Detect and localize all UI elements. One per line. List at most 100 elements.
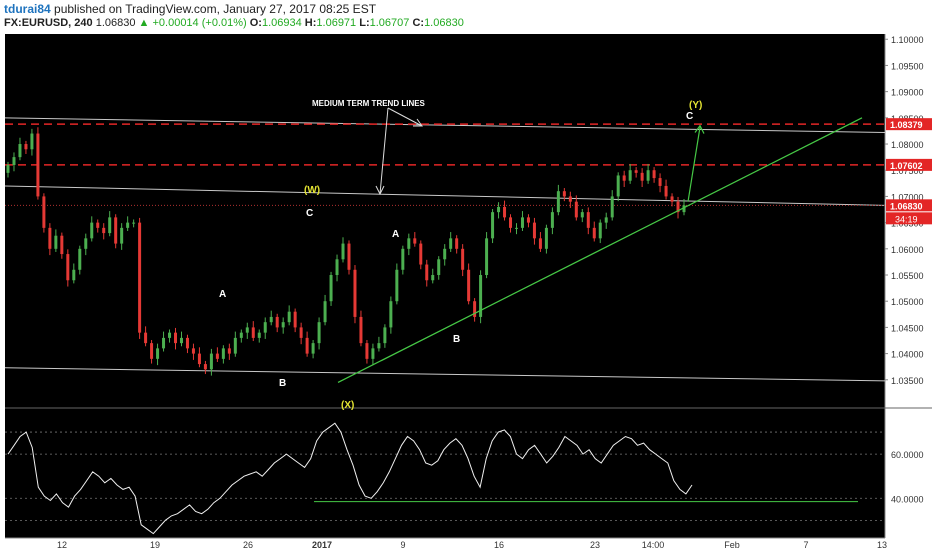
publish-line: tdurai84 published on TradingView.com, J… (4, 2, 376, 16)
candle-body (114, 217, 118, 244)
y-tick-label: 1.10000 (891, 35, 924, 45)
y-tick-label: 1.07500 (891, 166, 924, 176)
y-tick-label: 1.08000 (891, 140, 924, 150)
price-badge-label: 1.06830 (890, 201, 923, 211)
candle-body (185, 337, 189, 349)
candle-body (365, 343, 369, 359)
wave-label-minor: C (686, 111, 693, 122)
candle-body (616, 175, 620, 197)
y-tick-label: 1.05000 (891, 297, 924, 307)
candle-body (640, 172, 644, 181)
candle-body (598, 222, 602, 239)
rsi-line[interactable] (7, 422, 693, 535)
candle-body (682, 205, 686, 213)
support-trend-line[interactable] (337, 117, 863, 384)
high-value: 1.06971 (316, 17, 357, 29)
trend-line[interactable] (4, 185, 886, 206)
candle-body (580, 212, 584, 218)
ohlc-line: FX:EURUSD, 240 1.06830 ▲ +0.00014 (+0.01… (4, 17, 464, 29)
candle-body (323, 301, 327, 323)
candle-body (66, 254, 70, 281)
rsi-tick-bg (886, 492, 932, 505)
y-tick-label: 1.09500 (891, 61, 924, 71)
publish-info: published on TradingView.com, January 27… (54, 2, 377, 16)
candle-body (227, 348, 231, 354)
wave-label-major: (W) (304, 185, 320, 196)
y-tick-label: 1.09000 (891, 88, 924, 98)
low-label: L: (359, 17, 370, 29)
candle-body (532, 222, 536, 239)
note-arrow (379, 107, 389, 195)
candle-body (497, 206, 501, 213)
candle-body (317, 322, 321, 344)
candle-body (144, 332, 148, 344)
price-axis-background (885, 34, 932, 538)
wave-label-minor: C (306, 208, 313, 219)
y-tick-label: 1.03500 (891, 376, 924, 386)
time-axis-background (0, 538, 932, 550)
rsi-tick-label: 40.0000 (891, 494, 924, 504)
candle-body (395, 269, 399, 302)
candle-body (150, 343, 154, 359)
arrow-head-icon (694, 124, 705, 134)
candle-body (197, 353, 201, 365)
candle-body (72, 269, 76, 281)
candle-body (634, 170, 638, 173)
candle-body (120, 227, 124, 244)
candle-body (353, 269, 357, 317)
candle-body (299, 327, 303, 338)
candle-body (191, 348, 195, 354)
candle-body (407, 238, 411, 249)
candle-body (526, 217, 530, 223)
trend-lines-note: MEDIUM TERM TREND LINES (312, 99, 426, 108)
candle-body (389, 301, 393, 328)
author-link[interactable]: tdurai84 (4, 2, 51, 16)
candle-body (520, 217, 524, 228)
x-tick-label: 7 (803, 540, 808, 550)
candle-body (90, 222, 94, 239)
candle-body (568, 196, 572, 202)
candle-body (550, 212, 554, 228)
candle-body (221, 348, 225, 359)
candle-body (670, 196, 674, 202)
candle-body (574, 201, 578, 218)
candle-body (377, 343, 381, 349)
candle-body (419, 243, 423, 265)
candle-body (126, 222, 130, 228)
wave-label-major: (Y) (689, 100, 702, 111)
chart-background (5, 34, 885, 538)
candle-body (78, 248, 82, 270)
candle-body (449, 238, 453, 249)
candle-body (610, 196, 614, 218)
y-tick-label: 1.04000 (891, 350, 924, 360)
symbol-label[interactable]: FX:EURUSD, 240 (4, 17, 93, 29)
x-tick-label: 26 (243, 540, 253, 550)
candle-body (162, 337, 166, 349)
candle-body (6, 164, 10, 173)
candle-body (538, 238, 542, 249)
candle-body (646, 170, 650, 181)
candle-body (604, 217, 608, 223)
x-tick-label: 12 (57, 540, 67, 550)
candle-body (287, 311, 291, 323)
trend-line[interactable] (4, 117, 886, 134)
candle-body (676, 201, 680, 213)
candle-body (168, 332, 172, 338)
candle-body (257, 332, 261, 338)
candle-body (652, 170, 656, 179)
candle-body (293, 311, 297, 328)
candle-body (305, 337, 309, 354)
rsi-tick-bg (886, 448, 932, 461)
candle-body (30, 133, 34, 150)
x-tick-label: 19 (150, 540, 160, 550)
candle-body (425, 264, 429, 281)
up-arrow-icon: ▲ (138, 17, 150, 29)
trend-line[interactable] (4, 367, 886, 382)
candle-body (215, 353, 219, 359)
wave-label-minor: A (392, 229, 399, 240)
price-chart[interactable]: 1.100001.095001.090001.085001.080001.075… (0, 34, 932, 550)
price-badge (886, 199, 932, 212)
candle-body (359, 316, 363, 344)
candle-body (479, 275, 483, 317)
candle-body (48, 227, 52, 249)
